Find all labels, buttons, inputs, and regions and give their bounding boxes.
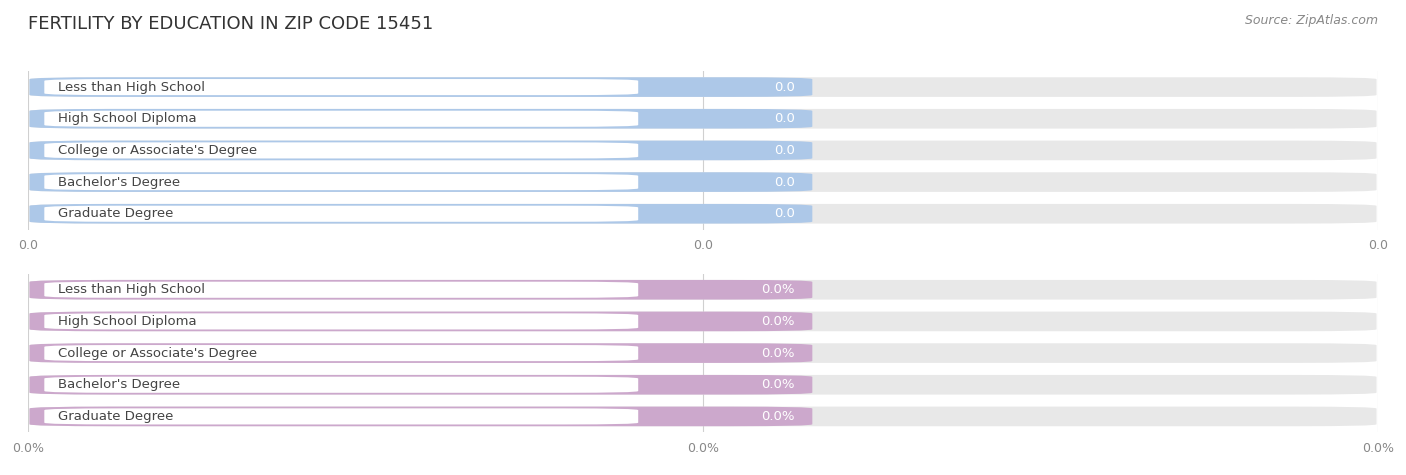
FancyBboxPatch shape xyxy=(45,206,638,222)
Text: Less than High School: Less than High School xyxy=(58,81,205,94)
FancyBboxPatch shape xyxy=(30,109,1376,129)
FancyBboxPatch shape xyxy=(30,375,813,395)
FancyBboxPatch shape xyxy=(45,79,638,95)
FancyBboxPatch shape xyxy=(30,280,813,300)
Text: High School Diploma: High School Diploma xyxy=(58,315,197,328)
FancyBboxPatch shape xyxy=(30,77,1376,97)
FancyBboxPatch shape xyxy=(45,408,638,425)
FancyBboxPatch shape xyxy=(30,407,1376,426)
Text: 0.0%: 0.0% xyxy=(761,315,794,328)
FancyBboxPatch shape xyxy=(30,141,813,160)
Text: 0.0%: 0.0% xyxy=(761,378,794,391)
Text: 0.0: 0.0 xyxy=(773,112,794,125)
FancyBboxPatch shape xyxy=(30,407,813,426)
Text: 0.0%: 0.0% xyxy=(761,347,794,360)
Text: FERTILITY BY EDUCATION IN ZIP CODE 15451: FERTILITY BY EDUCATION IN ZIP CODE 15451 xyxy=(28,15,433,33)
Text: Graduate Degree: Graduate Degree xyxy=(58,410,173,423)
Text: 0.0: 0.0 xyxy=(773,81,794,94)
FancyBboxPatch shape xyxy=(30,141,1376,160)
Text: 0.0: 0.0 xyxy=(773,144,794,157)
Text: 0.0%: 0.0% xyxy=(761,283,794,296)
Text: 0.0%: 0.0% xyxy=(761,410,794,423)
Text: 0.0: 0.0 xyxy=(773,207,794,220)
FancyBboxPatch shape xyxy=(30,204,813,224)
FancyBboxPatch shape xyxy=(45,111,638,127)
FancyBboxPatch shape xyxy=(45,142,638,159)
Text: Less than High School: Less than High School xyxy=(58,283,205,296)
FancyBboxPatch shape xyxy=(30,375,1376,395)
FancyBboxPatch shape xyxy=(45,314,638,330)
FancyBboxPatch shape xyxy=(30,172,813,192)
Text: 0.0: 0.0 xyxy=(773,176,794,189)
Text: Bachelor's Degree: Bachelor's Degree xyxy=(58,378,180,391)
Text: Source: ZipAtlas.com: Source: ZipAtlas.com xyxy=(1244,14,1378,27)
Text: Bachelor's Degree: Bachelor's Degree xyxy=(58,176,180,189)
FancyBboxPatch shape xyxy=(30,172,1376,192)
FancyBboxPatch shape xyxy=(30,343,813,363)
FancyBboxPatch shape xyxy=(45,345,638,361)
FancyBboxPatch shape xyxy=(45,282,638,298)
FancyBboxPatch shape xyxy=(45,377,638,393)
FancyBboxPatch shape xyxy=(30,312,813,331)
Text: College or Associate's Degree: College or Associate's Degree xyxy=(58,144,257,157)
FancyBboxPatch shape xyxy=(30,312,1376,331)
Text: Graduate Degree: Graduate Degree xyxy=(58,207,173,220)
FancyBboxPatch shape xyxy=(30,343,1376,363)
FancyBboxPatch shape xyxy=(30,280,1376,300)
FancyBboxPatch shape xyxy=(45,174,638,190)
Text: High School Diploma: High School Diploma xyxy=(58,112,197,125)
FancyBboxPatch shape xyxy=(30,109,813,129)
Text: College or Associate's Degree: College or Associate's Degree xyxy=(58,347,257,360)
FancyBboxPatch shape xyxy=(30,77,813,97)
FancyBboxPatch shape xyxy=(30,204,1376,224)
